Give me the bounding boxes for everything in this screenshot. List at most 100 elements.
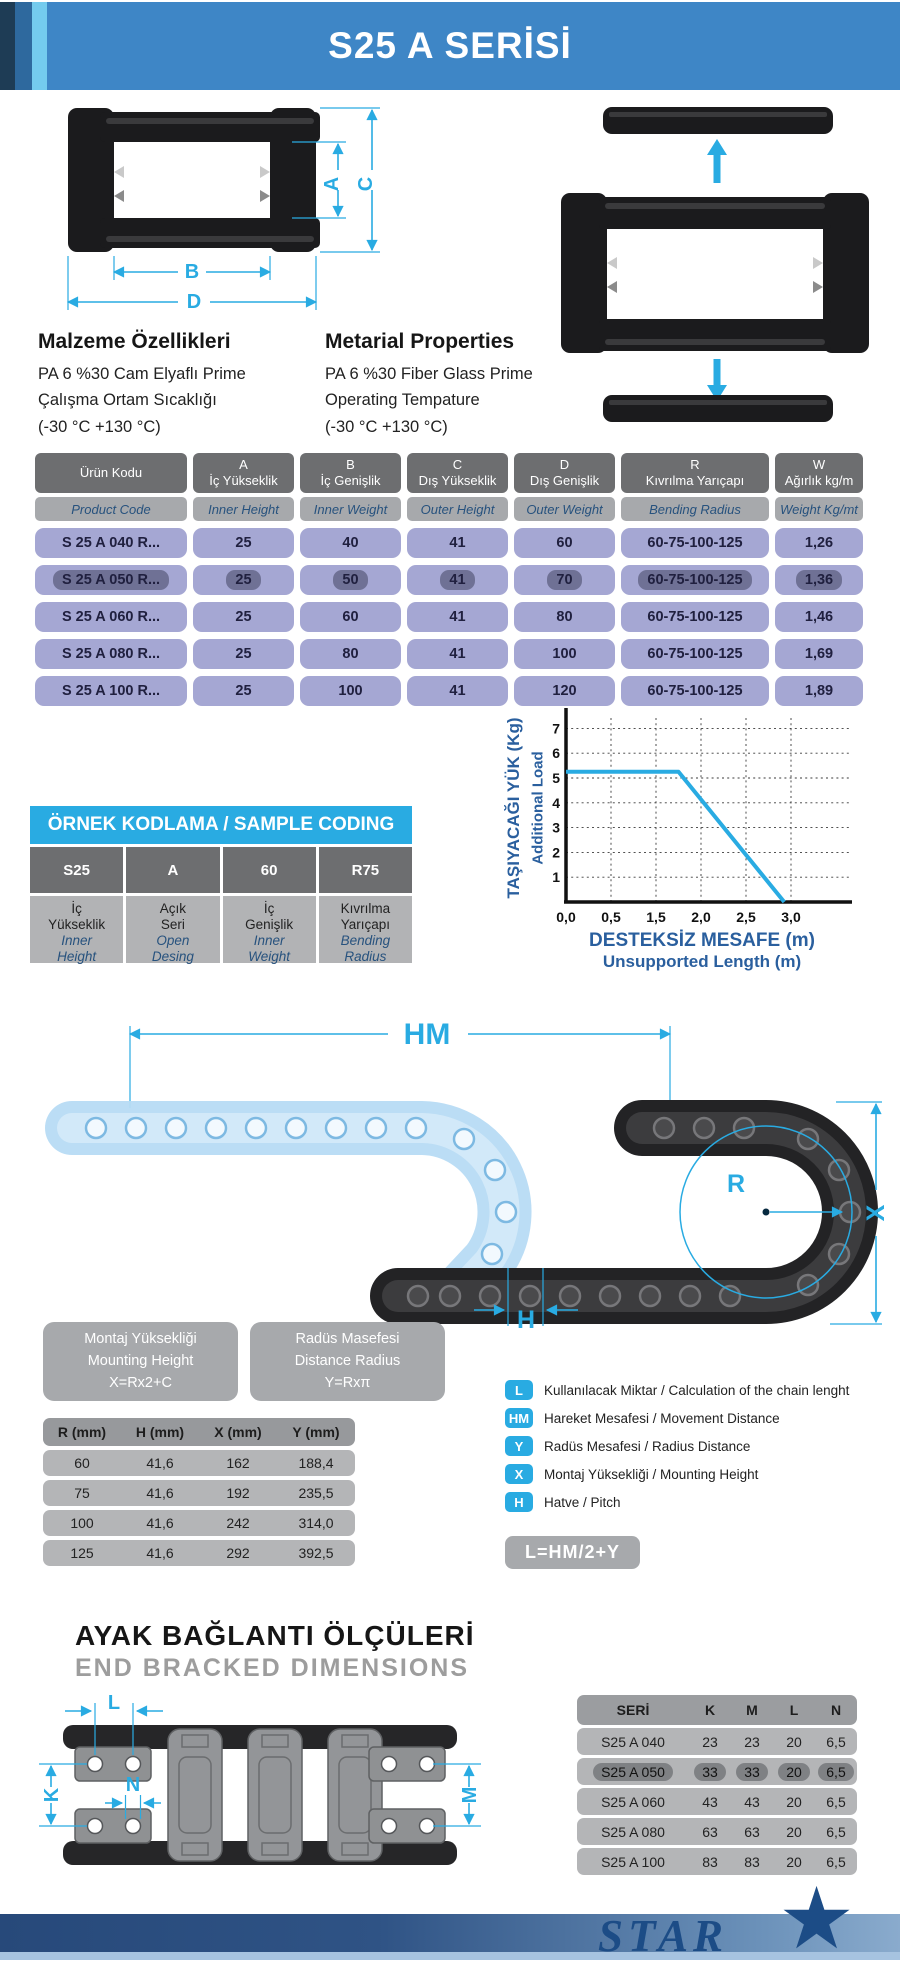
table-cell: 120 [514,676,615,706]
dimension-legend: L Kullanılacak Miktar / Calculation of t… [505,1380,895,1569]
footer-strip [0,1952,900,1960]
column-subheader: Inner Weight [300,497,401,521]
material-title-tr: Malzeme Özellikleri [38,330,231,353]
chain-length-formula: L=HM/2+Y [505,1536,641,1569]
dim-label-d: D [187,291,201,313]
column-header: C Dış Yükseklik [407,453,508,493]
table-cell: S 25 A 100 R... [35,676,187,706]
table-cell: 41 [407,639,508,669]
dim-label-x: X [862,1204,890,1221]
table-cell: 1,89 [775,676,863,706]
code-description: İç Yükseklik Inner Height [30,896,124,964]
exploded-view-drawing [561,107,869,422]
radius-table: R (mm) H (mm) X (mm) Y (mm) 60 41,6 162 188,… [43,1418,355,1570]
table-cell: 40 [300,528,401,558]
explode-arrow-up [707,139,727,155]
column-subheader: Weight Kg/mt [775,497,863,521]
radius-table-header: R (mm) H (mm) X (mm) Y (mm) [43,1418,355,1446]
svg-text:3: 3 [552,820,560,836]
svg-text:1,5: 1,5 [646,909,666,925]
dim-label-r: R [727,1170,745,1198]
svg-text:2,5: 2,5 [736,909,756,925]
code-description: Açık Seri Open Desing [126,896,220,964]
dim-label-m: M [459,1787,481,1804]
table-cell: 80 [300,639,401,669]
header-stripe-dark [0,2,15,90]
legend-badge-y: Y [505,1436,533,1456]
column-subheader: Bending Radius [621,497,769,521]
svg-text:3,0: 3,0 [781,909,801,925]
dim-label-c: C [355,177,377,191]
chart-x-axis-label: DESTEKSİZ MESAFE (m) Unsupported Length … [589,930,815,971]
code-segment: 60 [222,847,316,893]
table-cell: S 25 A 040 R... [35,528,187,558]
column-subheader: Product Code [35,497,187,521]
code-segment: A [126,847,220,893]
table-row: 75 41,6 192 235,5 [43,1480,355,1506]
end-bracket-title-tr: AYAK BAĞLANTI ÖLÇÜLERİ [75,1620,475,1651]
table-cell: 100 [300,676,401,706]
legend-badge-hm: HM [505,1408,533,1428]
material-body-tr: PA 6 %30 Cam Elyaflı Prime Çalışma Ortam… [38,365,246,436]
table-row: S25 A 080 63 63 20 6,5 [577,1818,857,1845]
chart-plot-area: 1 2 3 4 5 6 7 0,0 0,5 1,5 2,0 2,5 3,0 [552,708,852,925]
table-cell: 41 [407,528,508,558]
material-properties-en: Metarial Properties PA 6 %30 Fiber Glass… [325,330,570,440]
table-cell: 60-75-100-125 [621,602,769,632]
table-row-highlighted: S25 A 050 33 33 20 6,5 [577,1758,857,1785]
column-subheader: Outer Weight [514,497,615,521]
table-cell-highlighted: 41 [407,565,508,595]
sample-coding-block: ÖRNEK KODLAMA / SAMPLE CODING S25 A 60 R… [30,806,412,964]
dim-label-hm: HM [404,1018,451,1051]
table-cell-highlighted: 60-75-100-125 [621,565,769,595]
sample-coding-title: ÖRNEK KODLAMA / SAMPLE CODING [30,806,412,844]
column-header: B İç Genişlik [300,453,401,493]
legend-item: HM Hareket Mesafesi / Movement Distance [505,1408,895,1428]
header-stripe-light [32,2,47,90]
legend-badge-h: H [505,1492,533,1512]
cross-section-drawing: A C B D [66,107,380,313]
table-cell-highlighted: 70 [514,565,615,595]
dim-label-b: B [185,261,199,283]
table-row: S25 A 100 83 83 20 6,5 [577,1848,857,1875]
product-table: Ürün Kodu A İç Yükseklik B İç Genişlik C Dı… [35,453,863,706]
table-cell: 60-75-100-125 [621,528,769,558]
brand-logo-text: STAR [598,1911,729,1961]
svg-text:7: 7 [552,720,560,736]
table-cell: 1,26 [775,528,863,558]
table-row: S25 A 040 23 23 20 6,5 [577,1728,857,1755]
page-title: S25 A SERİSİ [328,25,572,66]
table-cell: 60 [300,602,401,632]
svg-text:5: 5 [552,770,560,786]
chart-y-axis-label: TAŞIYACAĞI YÜK (Kg) Additional Load [504,717,547,899]
material-title-en: Metarial Properties [325,330,515,353]
svg-text:1: 1 [552,869,560,885]
material-body-en: PA 6 %30 Fiber Glass Prime Operating Tem… [325,365,533,436]
header-stripe-mid [15,2,32,90]
chain-rollers [406,1116,862,1308]
table-cell: 60 [514,528,615,558]
dim-label-h: H [517,1306,535,1330]
chain-movement-drawing: HM R X H [45,1018,890,1330]
code-segment: S25 [30,847,124,893]
table-row: 125 41,6 292 392,5 [43,1540,355,1566]
load-chart: TAŞIYACAĞI YÜK (Kg) Additional Load 1 2 3 4… [498,702,890,972]
table-cell: 25 [193,528,294,558]
svg-text:0,5: 0,5 [601,909,621,925]
end-bracket-title-en: END BRACKED DIMENSIONS [75,1654,470,1682]
column-header: D Dış Genişlik [514,453,615,493]
legend-item: L Kullanılacak Miktar / Calculation of t… [505,1380,895,1400]
table-cell-highlighted: S 25 A 050 R... [35,565,187,595]
table-cell-highlighted: 1,36 [775,565,863,595]
table-cell-highlighted: 25 [193,565,294,595]
table-cell: 80 [514,602,615,632]
svg-text:4: 4 [552,795,560,811]
table-cell: 100 [514,639,615,669]
svg-text:6: 6 [552,745,560,761]
page-header-bar [0,2,900,90]
table-cell: 25 [193,676,294,706]
star-icon: ★ [778,1871,856,1967]
table-row: 60 41,6 162 188,4 [43,1450,355,1476]
column-header: A İç Yükseklik [193,453,294,493]
